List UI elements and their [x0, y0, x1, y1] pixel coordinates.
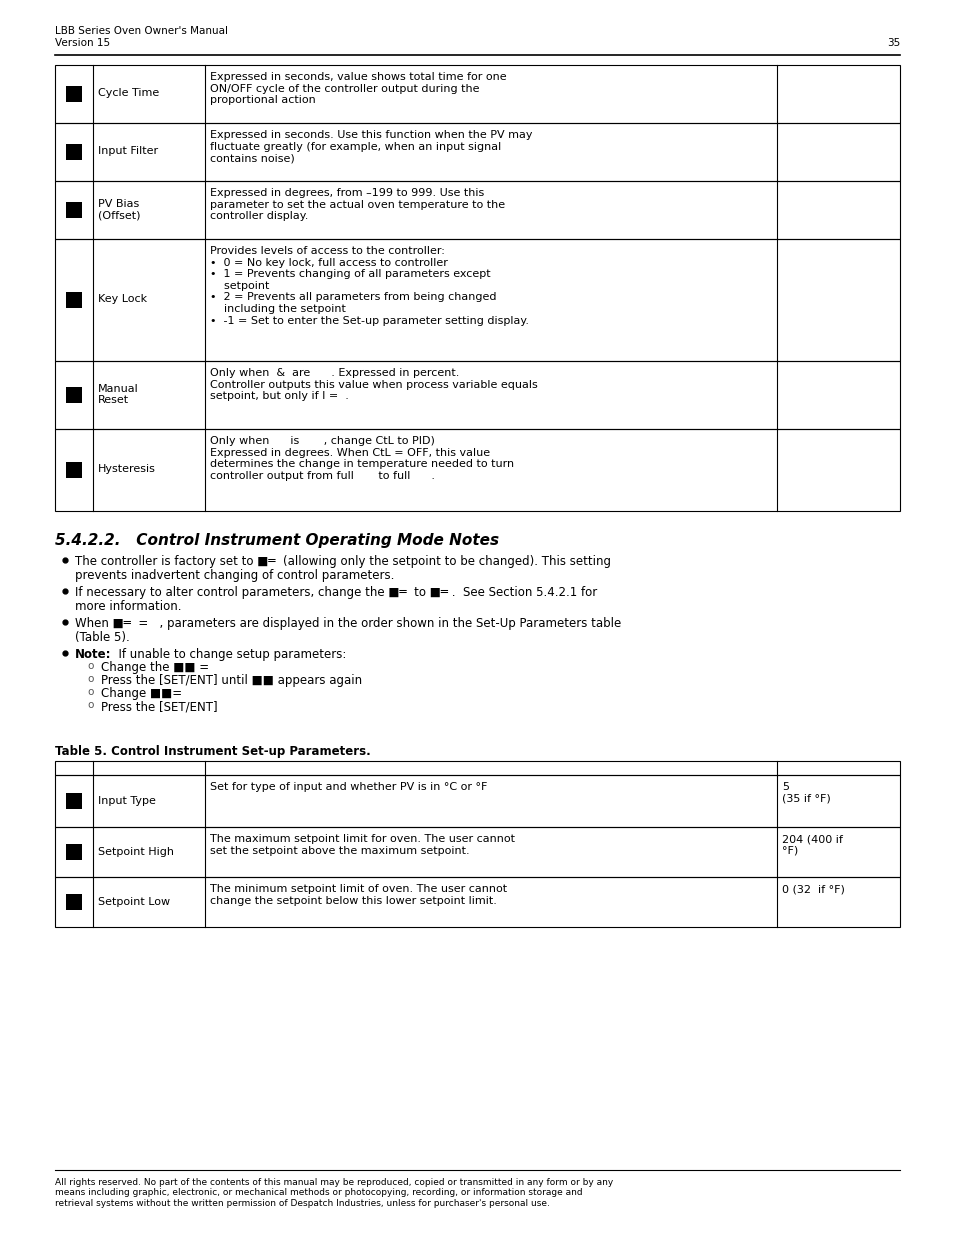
Bar — [55, 776, 899, 827]
Text: prevents inadvertent changing of control parameters.: prevents inadvertent changing of control… — [75, 568, 394, 582]
Bar — [55, 65, 899, 124]
Text: Provides levels of access to the controller:
•  0 = No key lock, full access to : Provides levels of access to the control… — [210, 246, 529, 326]
Bar — [55, 827, 899, 877]
Text: Expressed in degrees, from –199 to 999. Use this
parameter to set the actual ove: Expressed in degrees, from –199 to 999. … — [210, 188, 504, 221]
Text: Manual: Manual — [98, 384, 138, 394]
Text: o: o — [87, 700, 93, 710]
Text: When ■═  =   , parameters are displayed in the order shown in the Set-Up Paramet: When ■═ = , parameters are displayed in … — [75, 618, 620, 630]
Text: Only when  &  are      . Expressed in percent.
Controller outputs this value whe: Only when & are . Expressed in percent. … — [210, 368, 537, 401]
Text: Expressed in seconds. Use this function when the PV may
fluctuate greatly (for e: Expressed in seconds. Use this function … — [210, 130, 532, 163]
Text: (Table 5).: (Table 5). — [75, 631, 130, 643]
Text: Input Filter: Input Filter — [98, 147, 158, 157]
Text: 204 (400 if
°F): 204 (400 if °F) — [781, 834, 842, 856]
Bar — [55, 877, 899, 927]
Text: Hysteresis: Hysteresis — [98, 464, 155, 474]
Text: LBB Series Oven Owner's Manual: LBB Series Oven Owner's Manual — [55, 26, 228, 36]
Text: Table 5. Control Instrument Set-up Parameters.: Table 5. Control Instrument Set-up Param… — [55, 745, 371, 758]
Text: The controller is factory set to ■═  (allowing only the setpoint to be changed).: The controller is factory set to ■═ (all… — [75, 555, 610, 568]
Bar — [55, 361, 899, 429]
Text: Press the [SET/ENT]: Press the [SET/ENT] — [101, 700, 217, 713]
Text: Reset: Reset — [98, 395, 129, 405]
Text: Setpoint High: Setpoint High — [98, 847, 173, 857]
Bar — [66, 86, 82, 103]
Text: 0 (32  if °F): 0 (32 if °F) — [781, 884, 844, 894]
Text: Input Type: Input Type — [98, 797, 155, 806]
Text: 5.4.2.2.   Control Instrument Operating Mode Notes: 5.4.2.2. Control Instrument Operating Mo… — [55, 534, 498, 548]
Text: If necessary to alter control parameters, change the ■═  to ■═ .  See Section 5.: If necessary to alter control parameters… — [75, 585, 597, 599]
Text: Set for type of input and whether PV is in °C or °F: Set for type of input and whether PV is … — [210, 782, 487, 792]
Text: The maximum setpoint limit for oven. The user cannot
set the setpoint above the : The maximum setpoint limit for oven. The… — [210, 834, 515, 856]
Text: Version 15: Version 15 — [55, 38, 110, 48]
Text: Press the [SET/ENT] until ■■ appears again: Press the [SET/ENT] until ■■ appears aga… — [101, 674, 362, 687]
Bar — [66, 387, 82, 403]
Bar — [66, 462, 82, 478]
Text: Key Lock: Key Lock — [98, 294, 147, 305]
Bar — [66, 793, 82, 809]
Text: more information.: more information. — [75, 599, 181, 613]
Text: 35: 35 — [886, 38, 899, 48]
Text: o: o — [87, 687, 93, 697]
Bar — [55, 124, 899, 182]
Text: PV Bias: PV Bias — [98, 199, 139, 209]
Text: Change the ■■ =: Change the ■■ = — [101, 661, 209, 674]
Text: Change ■■=: Change ■■= — [101, 687, 182, 700]
Text: All rights reserved. No part of the contents of this manual may be reproduced, c: All rights reserved. No part of the cont… — [55, 1178, 613, 1208]
Text: Only when      is       , change CtL to PID)
Expressed in degrees. When CtL = OF: Only when is , change CtL to PID) Expres… — [210, 436, 514, 480]
Text: If unable to change setup parameters:: If unable to change setup parameters: — [111, 648, 346, 661]
Text: Cycle Time: Cycle Time — [98, 89, 159, 99]
Bar — [55, 182, 899, 240]
Bar — [66, 291, 82, 308]
Bar — [66, 894, 82, 910]
Bar — [66, 203, 82, 219]
Bar — [66, 144, 82, 161]
Text: Setpoint Low: Setpoint Low — [98, 897, 170, 906]
Text: 5
(35 if °F): 5 (35 if °F) — [781, 782, 830, 804]
Text: Note:: Note: — [75, 648, 112, 661]
Text: (Offset): (Offset) — [98, 210, 140, 220]
Bar — [55, 240, 899, 361]
Bar — [55, 429, 899, 511]
Text: Expressed in seconds, value shows total time for one
ON/OFF cycle of the control: Expressed in seconds, value shows total … — [210, 72, 506, 105]
Bar — [66, 844, 82, 860]
Bar — [55, 761, 899, 776]
Text: o: o — [87, 661, 93, 671]
Text: The minimum setpoint limit of oven. The user cannot
change the setpoint below th: The minimum setpoint limit of oven. The … — [210, 884, 507, 905]
Text: o: o — [87, 674, 93, 684]
